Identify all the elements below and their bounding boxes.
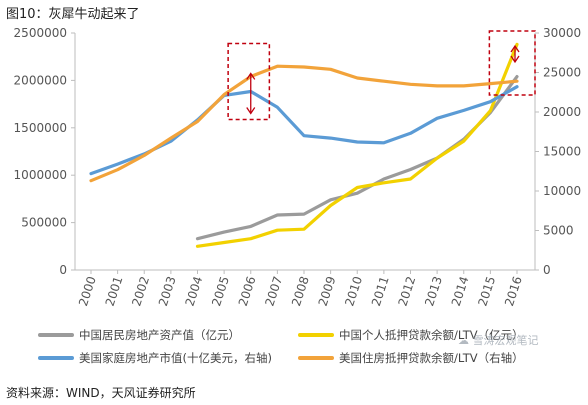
x-axis-ticks: 2000 2001 2002 2003 2004 2005 2006 2007 2008 2009… bbox=[76, 270, 525, 308]
x-tick-label: 2004 bbox=[183, 275, 206, 308]
right-tick-label: 20000 bbox=[543, 105, 581, 119]
x-tick-label: 2000 bbox=[76, 275, 99, 308]
highlight-box bbox=[227, 42, 271, 121]
right-tick-label: 0 bbox=[543, 263, 551, 277]
figure-title: 图10：灰犀牛动起来了 bbox=[6, 7, 140, 22]
highlight-box bbox=[488, 30, 536, 96]
right-axis-ticks: 0 5000 10000 15000 20000 25000 30000 bbox=[535, 26, 581, 277]
x-tick-label: 2006 bbox=[236, 275, 259, 308]
x-tick-label: 2016 bbox=[502, 275, 525, 308]
x-tick-label: 2002 bbox=[129, 275, 152, 308]
gap-arrow-head-up bbox=[246, 72, 256, 80]
x-tick-label: 2012 bbox=[396, 275, 419, 308]
left-tick-label: 2000000 bbox=[14, 73, 67, 87]
source-note: 资料来源：WIND，天风证券研究所 bbox=[6, 386, 196, 400]
left-tick-label: 2500000 bbox=[14, 26, 67, 40]
x-tick-label: 2010 bbox=[342, 275, 365, 308]
series-line-3 bbox=[89, 64, 519, 183]
watermark: ☁ 雪涛宏观笔记 bbox=[458, 334, 539, 347]
series-line-0 bbox=[195, 75, 519, 241]
right-tick-label: 5000 bbox=[543, 224, 574, 238]
x-tick-label: 2011 bbox=[369, 275, 392, 308]
x-tick-label: 2013 bbox=[422, 275, 445, 308]
left-tick-label: 1000000 bbox=[14, 168, 67, 182]
x-tick-label: 2014 bbox=[449, 275, 472, 308]
legend: 中国居民房地产资产值（亿元） 中国个人抵押贷款余额/LTV（亿元） 美国家庭房地产市… bbox=[38, 328, 524, 365]
right-tick-label: 15000 bbox=[543, 145, 581, 159]
legend-label: 中国个人抵押贷款余额/LTV（亿元） bbox=[339, 328, 524, 342]
right-tick-label: 10000 bbox=[543, 184, 581, 198]
x-tick-label: 2015 bbox=[475, 275, 498, 308]
x-tick-label: 2007 bbox=[262, 275, 285, 308]
annotations bbox=[227, 30, 536, 121]
series-lines bbox=[89, 42, 519, 248]
left-tick-label: 500000 bbox=[21, 216, 67, 230]
series-line-2 bbox=[89, 85, 519, 176]
right-tick-label: 30000 bbox=[543, 26, 581, 40]
legend-label: 美国住房抵押贷款余额/LTV（右轴） bbox=[339, 351, 524, 365]
x-tick-label: 2005 bbox=[209, 275, 232, 308]
gap-arrow-head-down bbox=[510, 55, 520, 64]
x-tick-label: 2003 bbox=[156, 275, 179, 308]
gap-arrow-head-up bbox=[510, 44, 520, 53]
left-tick-label: 1500000 bbox=[14, 121, 67, 135]
series-line-1 bbox=[195, 42, 519, 248]
x-tick-label: 2001 bbox=[103, 275, 126, 308]
gap-arrow-head-down bbox=[246, 107, 256, 115]
left-axis-ticks: 0 500000 1000000 1500000 2000000 2500000 bbox=[14, 26, 75, 277]
legend-label: 美国家庭房地产市值(十亿美元，右轴) bbox=[79, 351, 272, 365]
left-tick-label: 0 bbox=[59, 263, 67, 277]
x-tick-label: 2008 bbox=[289, 275, 312, 308]
x-tick-label: 2009 bbox=[316, 275, 339, 308]
legend-label: 中国居民房地产资产值（亿元） bbox=[79, 328, 240, 342]
right-tick-label: 25000 bbox=[543, 66, 581, 80]
